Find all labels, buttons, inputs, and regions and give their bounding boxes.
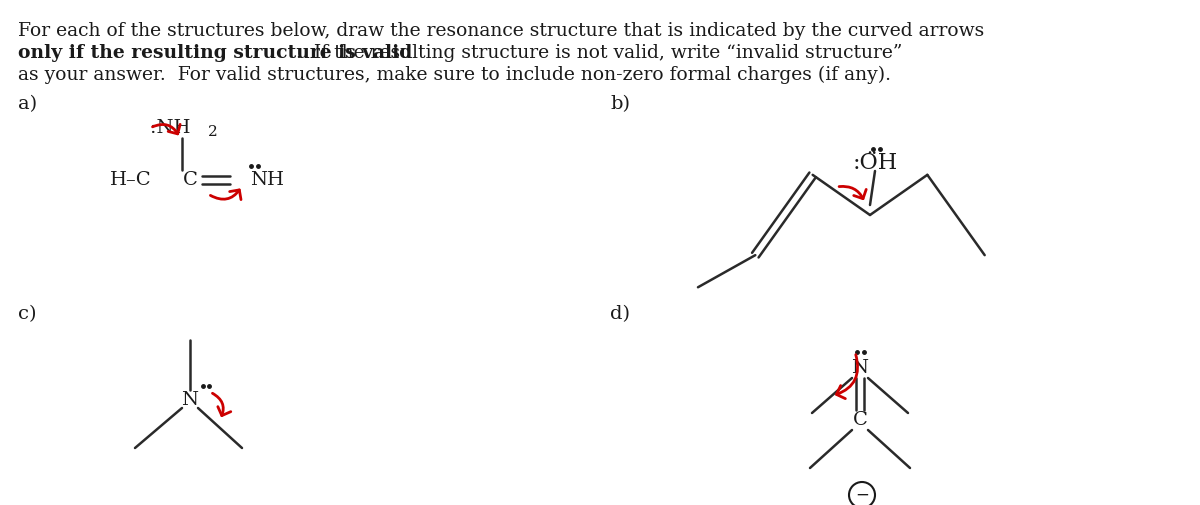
Text: a): a)	[18, 95, 37, 113]
FancyArrowPatch shape	[212, 393, 230, 416]
Text: as your answer.  For valid structures, make sure to include non-zero formal char: as your answer. For valid structures, ma…	[18, 66, 890, 84]
Text: N: N	[181, 391, 198, 409]
Text: NH: NH	[250, 171, 284, 189]
Text: .  If the resulting structure is not valid, write “invalid structure”: . If the resulting structure is not vali…	[296, 44, 902, 62]
FancyArrowPatch shape	[210, 190, 241, 199]
FancyArrowPatch shape	[839, 186, 866, 198]
FancyArrowPatch shape	[152, 124, 180, 134]
Text: N: N	[852, 359, 869, 377]
Text: c): c)	[18, 305, 36, 323]
Text: For each of the structures below, draw the resonance structure that is indicated: For each of the structures below, draw t…	[18, 22, 984, 40]
Text: d): d)	[610, 305, 630, 323]
Text: H–C: H–C	[110, 171, 152, 189]
Text: only if the resulting structure is valid: only if the resulting structure is valid	[18, 44, 413, 62]
Text: −: −	[856, 486, 869, 503]
Text: :ÖH: :ÖH	[852, 152, 898, 174]
Text: b): b)	[610, 95, 630, 113]
Text: C: C	[852, 411, 868, 429]
Text: C: C	[182, 171, 198, 189]
Text: :NH: :NH	[150, 119, 190, 137]
FancyArrowPatch shape	[836, 355, 858, 398]
Text: 2: 2	[208, 125, 217, 139]
